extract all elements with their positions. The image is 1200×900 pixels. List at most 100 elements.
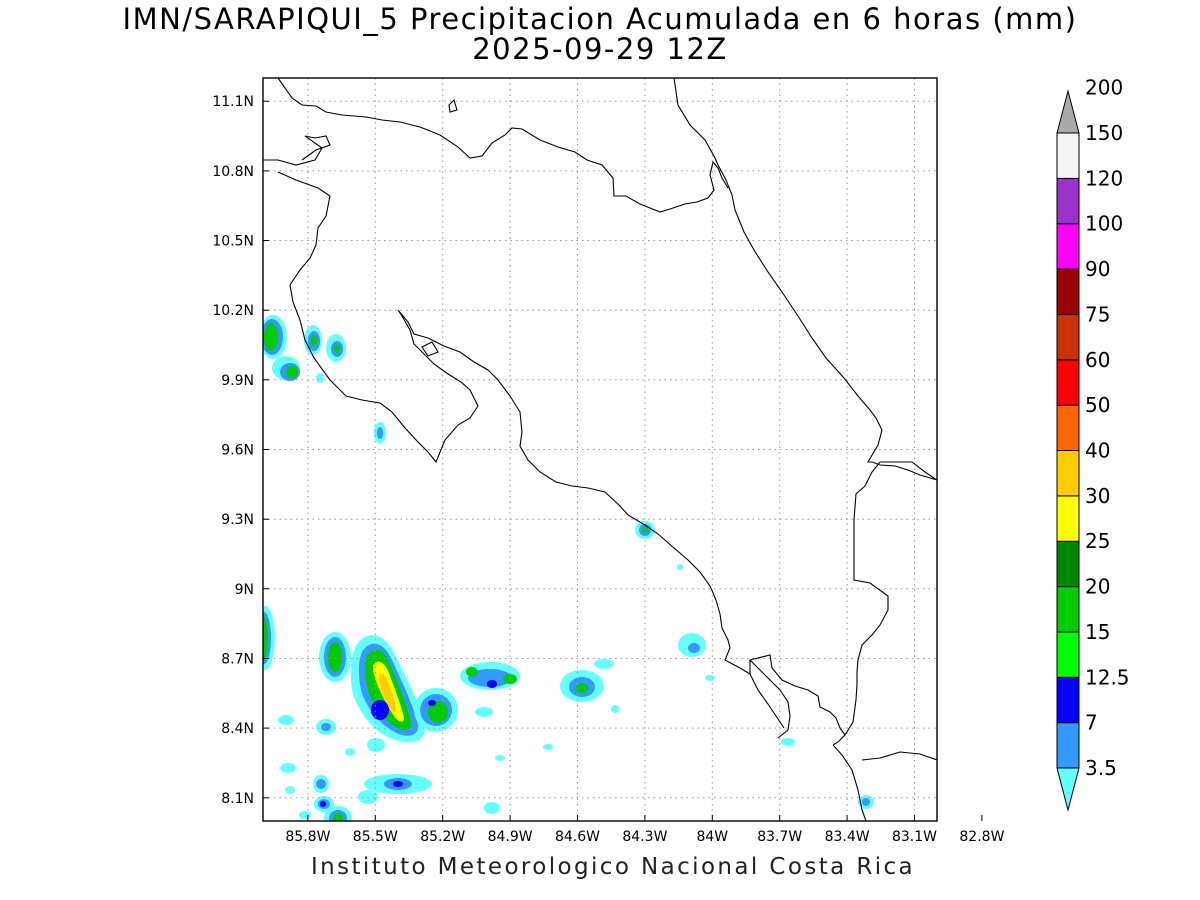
precip-cell bbox=[781, 738, 795, 746]
colorbar-label: 20 bbox=[1085, 575, 1110, 599]
x-tick-label: 83.1W bbox=[892, 829, 937, 845]
precip-cell bbox=[688, 643, 700, 653]
x-tick-label: 82.8W bbox=[959, 829, 1004, 845]
colorbar-segment bbox=[1056, 631, 1080, 678]
precip-cell bbox=[393, 781, 403, 787]
x-tick-label: 84W bbox=[696, 829, 728, 845]
x-tick-label: 84.9W bbox=[488, 829, 533, 845]
y-tick-label: 10.5N bbox=[212, 234, 254, 250]
precip-cell bbox=[316, 779, 326, 789]
colorbar-segment bbox=[1056, 268, 1080, 316]
colorbar-segment bbox=[1056, 722, 1080, 769]
precip-cell bbox=[334, 345, 340, 353]
precip-cell bbox=[345, 748, 355, 756]
lat-lon-grid bbox=[263, 78, 937, 821]
precip-cell bbox=[263, 616, 268, 660]
footer-credit: Instituto Meteorologico Nacional Costa R… bbox=[310, 854, 916, 880]
pacific-coast bbox=[263, 135, 937, 821]
colorbar-segment bbox=[1056, 540, 1080, 588]
precip-cell bbox=[705, 675, 715, 681]
y-tick-label: 8.7N bbox=[221, 652, 254, 668]
precip-cell bbox=[316, 373, 324, 383]
x-tick-label: 85.8W bbox=[285, 829, 330, 845]
precip-cell bbox=[495, 755, 505, 761]
panama-border bbox=[832, 461, 937, 746]
precip-cell bbox=[475, 707, 493, 717]
precip-cell bbox=[280, 763, 296, 773]
precip-cell bbox=[677, 564, 683, 570]
precip-cell bbox=[379, 673, 396, 712]
precip-cell bbox=[321, 723, 331, 731]
nicaragua-border bbox=[277, 78, 729, 213]
precip-cell bbox=[285, 786, 295, 794]
colorbar-label: 3.5 bbox=[1085, 756, 1117, 780]
x-tick-label: 83.7W bbox=[757, 829, 802, 845]
precip-cell bbox=[862, 798, 870, 806]
colorbar-label: 75 bbox=[1085, 302, 1110, 326]
map-title: IMN/SARAPIQUI_5 Precipitacion Acumulada … bbox=[122, 2, 1078, 36]
y-tick-label: 10.8N bbox=[212, 164, 254, 180]
coast-island bbox=[448, 98, 458, 113]
x-tick-label: 85.2W bbox=[420, 829, 465, 845]
y-tick-label: 9.6N bbox=[221, 443, 254, 459]
y-tick-label: 10.2N bbox=[212, 303, 254, 319]
precip-cell bbox=[543, 744, 553, 750]
precip-cell bbox=[484, 802, 500, 814]
colorbar-segment bbox=[1056, 404, 1080, 452]
x-tick-label: 85.5W bbox=[353, 829, 398, 845]
precip-cell bbox=[328, 642, 342, 672]
precip-cell bbox=[358, 790, 378, 804]
precip-cell bbox=[367, 738, 385, 752]
map-subtitle-date: 2025-09-29 12Z bbox=[472, 32, 728, 66]
colorbar-segment bbox=[1056, 359, 1080, 406]
precip-cell bbox=[299, 811, 311, 819]
x-tick-label: 84.6W bbox=[555, 829, 600, 845]
colorbar-arrow-low bbox=[1056, 767, 1080, 812]
colorbar-label: 120 bbox=[1085, 166, 1123, 190]
colorbar-label: 40 bbox=[1085, 439, 1110, 463]
colorbar-segment bbox=[1056, 313, 1080, 361]
y-tick-label: 9.9N bbox=[221, 373, 254, 389]
colorbar-label: 30 bbox=[1085, 484, 1110, 508]
caribbean-coast bbox=[673, 78, 937, 481]
colorbar-label: 150 bbox=[1085, 121, 1123, 145]
colorbar-segment bbox=[1056, 676, 1080, 724]
colorbar-label: 12.5 bbox=[1085, 665, 1130, 689]
precip-cell bbox=[264, 323, 278, 351]
axis-ticks: 85.8W 85.5W 85.2W 84.9W 84.6W 84.3W 84W 83.7W 83… bbox=[212, 94, 1004, 845]
precip-cell bbox=[371, 700, 389, 720]
colorbar-label: 100 bbox=[1085, 212, 1123, 236]
precip-cell bbox=[576, 683, 588, 693]
precip-cell bbox=[611, 705, 619, 713]
precip-cell bbox=[377, 427, 383, 439]
precip-cell bbox=[594, 659, 614, 669]
colorbar-segment bbox=[1056, 495, 1080, 542]
colorbar-label: 25 bbox=[1085, 529, 1110, 553]
colorbar-legend: 3.5 7 12.5 15 20 25 30 40 50 60 75 90 100 120 150 200 bbox=[1056, 76, 1130, 812]
coast-island bbox=[421, 341, 439, 357]
y-tick-label: 11.1N bbox=[212, 94, 254, 110]
colorbar-arrow-high bbox=[1056, 89, 1080, 134]
x-tick-label: 83.4W bbox=[825, 829, 870, 845]
colorbar-label: 15 bbox=[1085, 620, 1110, 644]
precip-cell bbox=[487, 680, 497, 688]
precip-cell bbox=[428, 700, 436, 706]
colorbar-segment bbox=[1056, 132, 1080, 179]
coastlines bbox=[263, 78, 937, 821]
precip-cell bbox=[333, 813, 343, 821]
colorbar-segment bbox=[1056, 586, 1080, 633]
precip-cell bbox=[286, 366, 298, 378]
precip-cell bbox=[320, 801, 326, 807]
colorbar-label: 200 bbox=[1085, 76, 1123, 100]
x-tick-label: 84.3W bbox=[622, 829, 667, 845]
precip-cell bbox=[468, 669, 512, 687]
precip-cell bbox=[278, 715, 294, 725]
y-tick-label: 9N bbox=[235, 582, 254, 598]
precip-cell bbox=[311, 335, 317, 347]
peninsula-coast bbox=[749, 659, 791, 739]
y-tick-label: 8.1N bbox=[221, 791, 254, 807]
y-tick-label: 8.4N bbox=[221, 721, 254, 737]
colorbar-label: 60 bbox=[1085, 348, 1110, 372]
y-tick-label: 9.3N bbox=[221, 512, 254, 528]
